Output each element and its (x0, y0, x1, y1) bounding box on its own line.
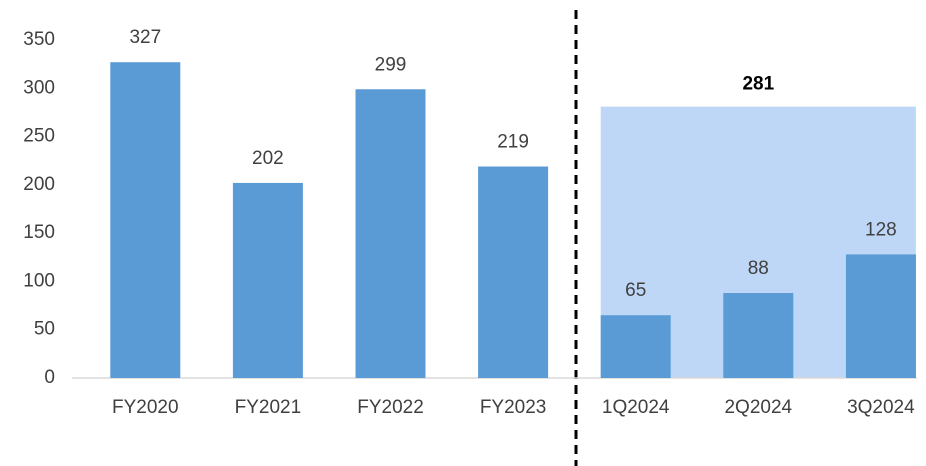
value-label: 219 (497, 132, 529, 153)
y-tick-label: 50 (34, 319, 55, 340)
value-label: 128 (865, 219, 897, 240)
y-tick-label: 300 (23, 77, 55, 98)
value-label: 327 (129, 27, 161, 48)
bar (233, 183, 303, 378)
x-tick-label: 2Q2024 (724, 397, 792, 418)
bar (723, 293, 793, 378)
x-tick-label: 1Q2024 (602, 397, 670, 418)
value-label: 299 (375, 54, 407, 75)
y-tick-label: 100 (23, 270, 55, 291)
value-label: 202 (252, 148, 284, 169)
bar (601, 315, 671, 378)
bar (110, 62, 180, 378)
x-tick-label: FY2023 (480, 397, 547, 418)
y-tick-label: 200 (23, 174, 55, 195)
y-tick-label: 350 (23, 29, 55, 50)
annotation-label: 281 (742, 74, 774, 95)
value-label: 88 (748, 258, 769, 279)
chart: 281 0 50 100 150 200 250 300 350 FY2020 327 FY2021 2… (0, 0, 926, 466)
value-label: 65 (625, 280, 646, 301)
bar (846, 254, 916, 378)
y-tick-label: 250 (23, 126, 55, 147)
bar (356, 89, 426, 378)
y-tick-label: 0 (44, 367, 55, 388)
bar (478, 167, 548, 378)
y-tick-label: 150 (23, 222, 55, 243)
x-tick-label: FY2022 (357, 397, 424, 418)
x-tick-label: 3Q2024 (847, 397, 915, 418)
x-tick-label: FY2021 (235, 397, 302, 418)
x-tick-label: FY2020 (112, 397, 179, 418)
